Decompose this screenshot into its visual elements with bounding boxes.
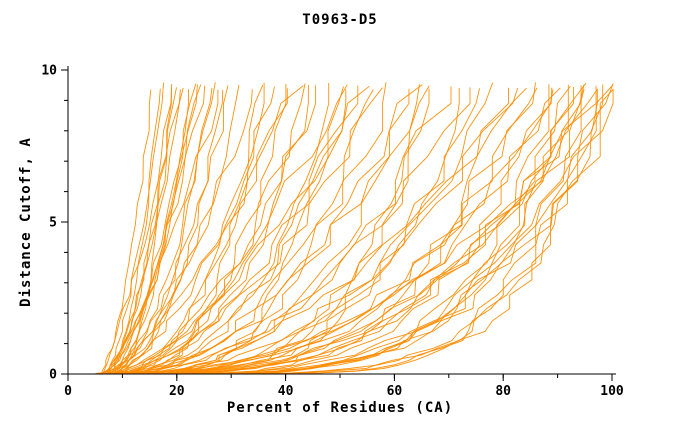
model-curve (101, 86, 452, 374)
model-curve (106, 88, 410, 374)
model-curve (107, 85, 582, 374)
model-curve (107, 87, 519, 374)
model-curve (111, 82, 587, 374)
model-curve (105, 87, 509, 374)
model-curve (100, 84, 309, 374)
model-curve (103, 87, 553, 374)
model-curve (106, 87, 561, 374)
model-curve (105, 89, 614, 374)
model-curve (102, 83, 614, 374)
model-curve (101, 87, 184, 374)
model-curve (110, 85, 430, 374)
model-curve (105, 89, 224, 374)
model-curve (110, 87, 383, 374)
model-curve (110, 82, 494, 374)
x-axis-label: Percent of Residues (CA) (226, 400, 454, 416)
model-curve (115, 84, 348, 374)
model-curve (99, 84, 423, 374)
model-curve (108, 89, 181, 374)
x-tick-label: 100 (600, 384, 624, 399)
chart-title: T0963-D5 (302, 12, 378, 28)
model-curve (101, 86, 275, 374)
x-tick-label: 80 (495, 384, 511, 399)
y-tick-label: 0 (49, 368, 57, 383)
model-curve (106, 84, 614, 374)
model-curve (112, 82, 216, 374)
model-curve (107, 89, 347, 374)
model-curve (102, 89, 598, 374)
model-curve (103, 82, 536, 374)
model-curve (109, 84, 585, 374)
model-curve (106, 85, 317, 374)
model-curve (101, 83, 330, 374)
model-curve (110, 85, 597, 374)
model-curve (106, 84, 264, 374)
model-curve (109, 82, 265, 374)
x-tick-label: 20 (169, 384, 185, 399)
model-curve (107, 88, 598, 374)
model-curve (110, 86, 344, 374)
model-curve (101, 88, 614, 374)
model-curve (98, 89, 152, 374)
y-tick-label: 5 (49, 216, 57, 231)
model-curve (105, 88, 161, 374)
y-axis-label: Distance Cutoff, A (18, 137, 34, 307)
model-curve (106, 83, 287, 374)
x-tick-label: 60 (387, 384, 403, 399)
model-curve (97, 83, 173, 374)
model-curve (102, 84, 569, 374)
model-curve (106, 87, 575, 374)
model-curve (102, 88, 288, 374)
model-curve (101, 89, 219, 374)
model-curve (111, 83, 197, 374)
model-curve (101, 87, 527, 374)
model-curve (105, 87, 460, 374)
model-curve (113, 84, 604, 374)
model-curve (99, 85, 359, 374)
x-tick-label: 40 (278, 384, 294, 399)
y-tick-label: 10 (41, 64, 57, 79)
model-curve (100, 84, 240, 374)
model-curve (104, 88, 585, 374)
model-curve (104, 89, 253, 374)
x-tick-label: 0 (64, 384, 72, 399)
model-curve (113, 87, 471, 374)
model-curve (112, 84, 198, 374)
model-curve (101, 85, 304, 374)
model-curve (95, 84, 202, 374)
